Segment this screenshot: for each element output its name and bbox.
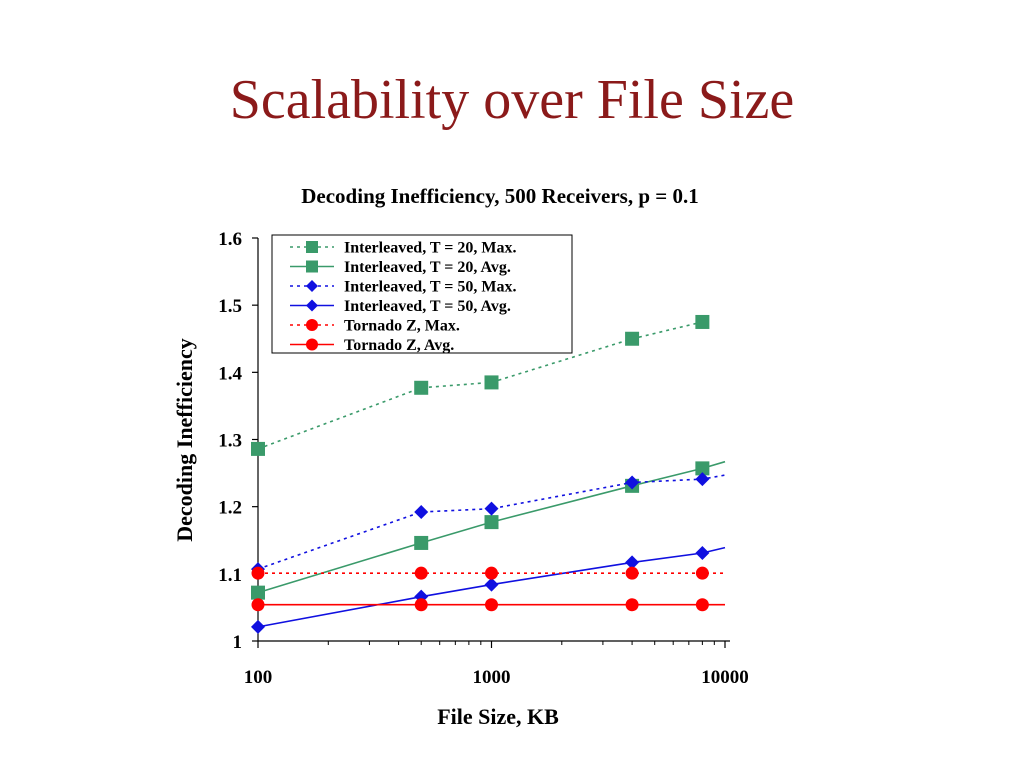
x-tick-label: 1000	[473, 667, 511, 688]
legend-marker	[306, 299, 318, 312]
legend-item: Tornado Z, Max.	[290, 318, 460, 335]
x-tick-label: 100	[244, 667, 273, 688]
data-point	[695, 472, 710, 487]
legend-box	[271, 234, 573, 354]
x-axis-label: File Size, KB	[437, 704, 559, 729]
legend-label: Interleaved, T = 50, Avg.	[344, 298, 511, 315]
chart-title: Decoding Inefficiency, 500 Receivers, p …	[301, 184, 699, 208]
legend-marker	[306, 280, 318, 292]
legend-item: Tornado Z, Avg.	[290, 337, 454, 354]
legend-label: Interleaved, T = 20, Avg.	[344, 259, 511, 276]
data-point	[625, 598, 639, 612]
data-point	[484, 501, 499, 516]
data-point	[484, 515, 499, 530]
legend-item: Interleaved, T = 50, Max.	[290, 279, 517, 296]
legend-marker	[306, 338, 318, 351]
slide-title: Scalability over File Size	[229, 69, 795, 131]
data-point	[485, 598, 498, 612]
data-point	[695, 598, 709, 612]
data-point	[414, 598, 428, 612]
data-point	[484, 375, 499, 390]
legend-label: Interleaved, T = 20, Max.	[344, 240, 517, 257]
legend-label: Tornado Z, Avg.	[344, 337, 454, 354]
y-tick-label: 1.6	[218, 229, 242, 250]
data-point	[414, 535, 429, 550]
legend-label: Interleaved, T = 50, Max.	[344, 279, 517, 296]
plot-series	[251, 314, 726, 634]
data-point	[625, 331, 640, 346]
y-tick-label: 1.5	[218, 296, 242, 317]
axes: 1 1.1 1.2 1.3 1.4 1.5 1.6 100 1000 10000	[218, 229, 749, 688]
series-tornado-z-avg	[251, 598, 725, 612]
data-point	[251, 441, 265, 456]
data-point	[625, 555, 640, 570]
data-point	[251, 585, 265, 600]
y-tick-label: 1	[233, 632, 243, 653]
y-tick-label: 1.1	[218, 565, 242, 586]
data-point	[251, 598, 265, 612]
data-point	[251, 619, 265, 634]
series-tornado-z-max	[251, 566, 725, 580]
data-point	[625, 475, 640, 490]
series-interleaved-t-50-avg	[251, 546, 726, 634]
legend-marker	[306, 260, 318, 273]
data-point	[695, 314, 710, 329]
legend-marker	[306, 319, 318, 331]
legend-item: Interleaved, T = 20, Max.	[290, 240, 517, 257]
series-interleaved-t-20-max	[251, 314, 710, 456]
data-point	[695, 461, 710, 476]
y-tick-label: 1.2	[218, 498, 242, 519]
data-point	[414, 505, 429, 520]
data-point	[484, 577, 499, 592]
legend-item: Interleaved, T = 50, Avg.	[290, 298, 511, 315]
data-point	[414, 380, 429, 395]
data-point	[695, 546, 710, 561]
y-axis-label: Decoding Inefficiency	[172, 338, 197, 541]
data-point	[414, 566, 428, 580]
y-tick-label: 1.3	[218, 431, 242, 452]
data-point	[485, 566, 498, 580]
data-point	[625, 566, 639, 580]
data-point	[695, 566, 709, 580]
y-tick-label: 1.4	[218, 363, 242, 384]
legend-marker	[306, 241, 318, 253]
legend-item: Interleaved, T = 20, Avg.	[290, 259, 511, 276]
legend-label: Tornado Z, Max.	[344, 318, 460, 335]
legend: Interleaved, T = 20, Max. Interleaved, T …	[271, 234, 573, 354]
x-tick-label: 10000	[701, 667, 749, 688]
data-point	[251, 566, 265, 580]
